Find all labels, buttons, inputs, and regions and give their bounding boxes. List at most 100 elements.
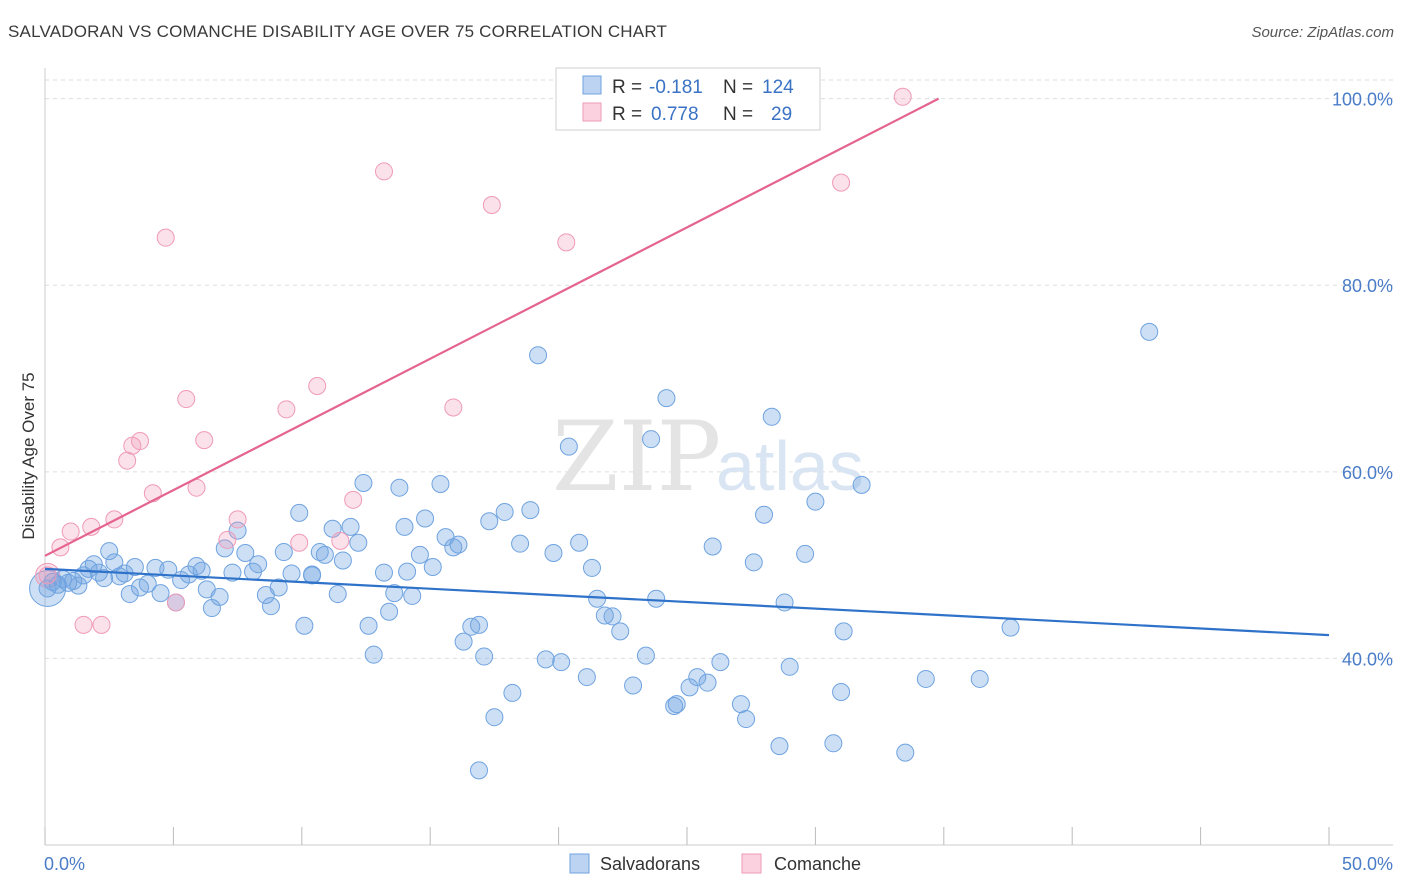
- point-comanche-20: [308, 377, 327, 395]
- point-salvadorans-102: [731, 695, 750, 714]
- point-salvadorans-53: [359, 616, 378, 635]
- point-salvadorans-58: [390, 478, 409, 497]
- point-salvadorans-89: [611, 622, 630, 641]
- point-salvadorans-38: [261, 597, 280, 616]
- point-salvadorans-63: [423, 557, 442, 576]
- series-legend: Salvadorans Comanche: [569, 853, 861, 874]
- legend-r-label-1: R =: [612, 77, 642, 98]
- trend-line-salvadorans: [44, 567, 1330, 637]
- point-salvadorans-93: [647, 589, 666, 608]
- bottom-legend-swatch-salvadorans: [569, 853, 590, 874]
- legend-r-label-2: R =: [612, 104, 642, 125]
- watermark-atlas: atlas: [716, 427, 864, 505]
- point-salvadorans-45: [310, 543, 329, 562]
- point-salvadorans-46: [315, 545, 334, 564]
- point-salvadorans-79: [536, 650, 555, 669]
- point-salvadorans-39: [269, 578, 288, 597]
- point-salvadorans-95: [665, 696, 684, 715]
- point-salvadorans-111: [806, 492, 825, 511]
- point-salvadorans-106: [762, 407, 781, 426]
- point-salvadorans-115: [832, 683, 851, 701]
- bottom-legend-salvadorans: Salvadorans: [600, 854, 700, 874]
- bottom-legend-comanche: Comanche: [774, 854, 861, 874]
- point-comanche-24: [444, 398, 463, 417]
- point-salvadorans-92: [642, 430, 661, 449]
- point-salvadorans-9: [84, 555, 103, 574]
- point-salvadorans-81: [552, 653, 571, 672]
- point-salvadorans-55: [374, 563, 393, 582]
- point-salvadorans-82: [559, 437, 578, 456]
- y-axis-label: Disability Age Over 75: [19, 372, 38, 539]
- legend-swatch-comanche: [582, 102, 602, 122]
- legend-n-salvadorans: 124: [762, 77, 794, 98]
- point-salvadorans-60: [403, 586, 422, 605]
- legend-n-label-2: N =: [723, 104, 753, 125]
- point-salvadorans-19: [138, 574, 157, 593]
- point-salvadorans-40: [274, 543, 293, 562]
- point-salvadorans-100: [703, 537, 722, 556]
- point-comanche-22: [344, 490, 363, 509]
- legend-n-comanche: 29: [771, 104, 792, 125]
- point-salvadorans-114: [852, 475, 871, 494]
- point-salvadorans-87: [595, 606, 614, 625]
- point-comanche-17: [228, 510, 247, 529]
- point-comanche-12: [166, 593, 185, 612]
- y-tick-label-3: 100.0%: [1332, 90, 1393, 110]
- bottom-legend-swatch-comanche: [741, 853, 762, 874]
- x-tick-label-0: 0.0%: [44, 854, 85, 874]
- point-salvadorans-59: [395, 517, 414, 536]
- point-salvadorans-54: [364, 645, 383, 664]
- point-salvadorans-48: [328, 585, 347, 604]
- point-salvadorans-121: [529, 346, 548, 365]
- point-comanche-0: [38, 566, 57, 585]
- point-salvadorans-122: [398, 562, 417, 581]
- point-salvadorans-118: [970, 669, 989, 688]
- y-tick-labels: 40.0% 60.0% 80.0% 100.0%: [1332, 90, 1393, 670]
- legend-r-salvadorans: -0.181: [649, 77, 703, 98]
- point-comanche-23: [374, 162, 393, 181]
- point-salvadorans-50: [341, 517, 360, 536]
- point-comanche-9: [131, 432, 150, 451]
- point-salvadorans-84: [577, 668, 596, 687]
- point-salvadorans-71: [475, 647, 494, 666]
- point-salvadorans-43: [295, 616, 314, 635]
- point-salvadorans-77: [521, 501, 540, 520]
- point-salvadorans-107: [770, 737, 789, 756]
- point-comanche-11: [156, 228, 175, 247]
- point-salvadorans-62: [416, 509, 435, 528]
- trend-line-comanche: [44, 97, 940, 557]
- point-salvadorans-101: [711, 653, 730, 672]
- point-salvadorans-109: [780, 657, 799, 676]
- point-salvadorans-57: [385, 584, 404, 603]
- chart-title: SALVADORAN VS COMANCHE DISABILITY AGE OV…: [8, 22, 668, 41]
- point-salvadorans-104: [744, 553, 763, 572]
- point-salvadorans-74: [495, 502, 514, 521]
- point-salvadorans-66: [444, 538, 463, 557]
- point-salvadorans-52: [354, 474, 373, 493]
- trend-lines: [44, 97, 1330, 637]
- legend-swatch-salvadorans: [582, 75, 602, 95]
- point-salvadorans-72: [480, 512, 499, 531]
- point-salvadorans-61: [410, 545, 429, 564]
- point-salvadorans-83: [570, 533, 589, 552]
- point-comanche-28: [893, 87, 912, 106]
- y-tick-label-1: 60.0%: [1342, 463, 1393, 483]
- point-comanche-10: [143, 484, 162, 503]
- point-salvadorans-73: [485, 708, 504, 727]
- point-salvadorans-117: [916, 669, 935, 688]
- point-salvadorans-98: [688, 668, 707, 687]
- point-comanche-19: [290, 533, 309, 552]
- point-salvadorans-91: [636, 646, 655, 665]
- point-salvadorans-6: [69, 576, 88, 595]
- point-salvadorans-75: [503, 683, 522, 702]
- y-tick-label-2: 80.0%: [1342, 276, 1393, 296]
- point-salvadorans-34: [236, 543, 255, 562]
- point-comanche-3: [74, 615, 93, 634]
- point-salvadorans-30: [210, 587, 229, 606]
- point-salvadorans-42: [290, 503, 309, 522]
- point-salvadorans-41: [282, 564, 301, 583]
- point-salvadorans-21: [151, 584, 170, 603]
- axes: [44, 68, 1393, 846]
- point-salvadorans-67: [449, 535, 468, 554]
